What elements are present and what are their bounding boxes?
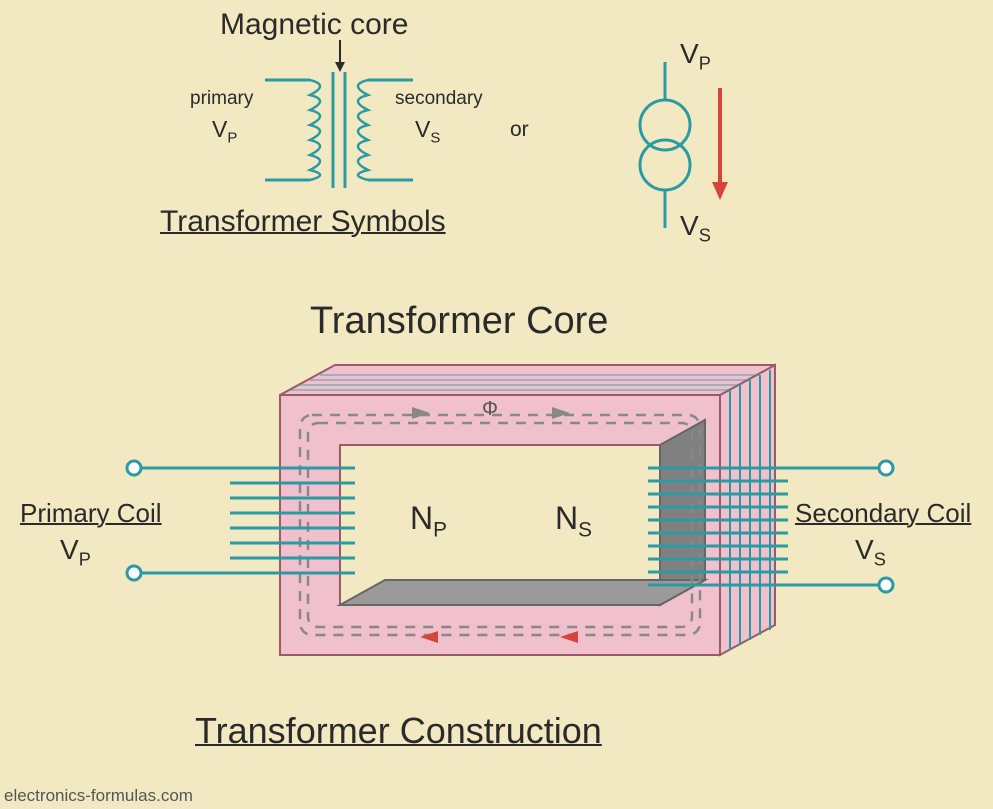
transformer-core-title: Transformer Core <box>310 300 608 343</box>
ns-label: NS <box>555 500 592 542</box>
secondary-coil-v: VS <box>855 534 886 571</box>
secondary-v-label: VS <box>415 116 440 147</box>
primary-coil-label: Primary Coil <box>20 498 162 529</box>
magnetic-core-title: Magnetic core <box>220 8 408 42</box>
transformer-symbols-caption: Transformer Symbols <box>160 205 446 239</box>
alt-vp-label: VP <box>680 38 711 75</box>
primary-label: primary <box>190 88 253 110</box>
primary-v-label: VP <box>212 116 237 147</box>
watermark: electronics-formulas.com <box>4 786 193 806</box>
secondary-label: secondary <box>395 88 483 110</box>
np-label: NP <box>410 500 447 542</box>
phi-label: Φ <box>482 398 498 421</box>
alt-vs-label: VS <box>680 210 711 247</box>
or-label: or <box>510 118 529 142</box>
primary-coil-v: VP <box>60 534 91 571</box>
transformer-construction-caption: Transformer Construction <box>195 710 602 752</box>
secondary-coil-label: Secondary Coil <box>795 498 971 529</box>
